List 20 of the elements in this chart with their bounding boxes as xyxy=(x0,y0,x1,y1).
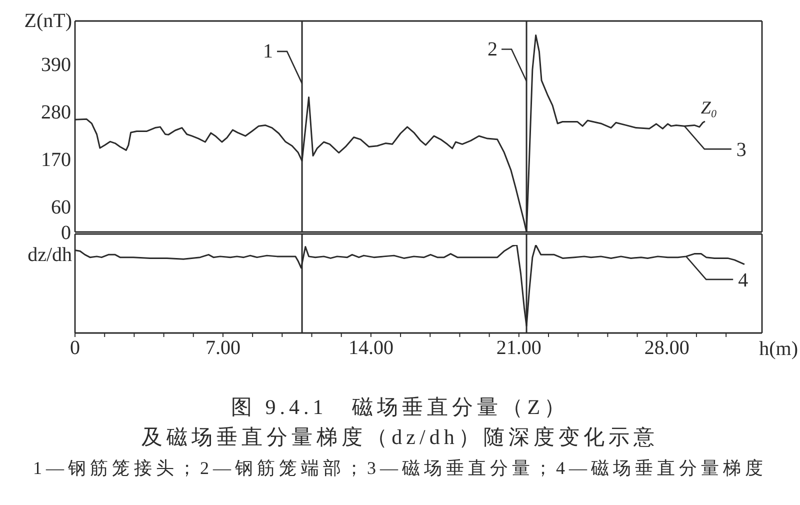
y-tick-label: 390 xyxy=(41,54,71,76)
x-tick-label: 28.00 xyxy=(644,337,690,360)
y-axis-title: dz/dh xyxy=(28,244,72,266)
y-tick-label: 170 xyxy=(41,148,71,171)
legend-label: 3 xyxy=(736,139,746,162)
text: 及磁场垂直分量梯度（dz/dh）随深度变化示意 xyxy=(140,424,660,451)
y-tick-label: 60 xyxy=(51,196,71,218)
text: 图 9.4.1 磁场垂直分量（Z） xyxy=(230,394,570,421)
legend-label: 4 xyxy=(738,269,748,292)
y-tick-label: 280 xyxy=(41,102,71,124)
y-axis-title: Z(nT) xyxy=(24,10,72,32)
annotation: Z₀ xyxy=(700,97,718,118)
x-tick-label: 14.00 xyxy=(348,337,394,360)
y-tick-label: 0 xyxy=(61,222,71,244)
x-tick-label: 21.00 xyxy=(496,337,542,360)
x-axis-title: h(m) xyxy=(759,338,798,360)
annotation: 1 xyxy=(263,40,274,62)
annotation: 2 xyxy=(488,38,498,60)
x-tick-label: 7.00 xyxy=(205,337,240,360)
text: 1—钢筋笼接头；2—钢筋笼端部；3—磁场垂直分量；4—磁场垂直分量梯度 xyxy=(32,457,768,480)
